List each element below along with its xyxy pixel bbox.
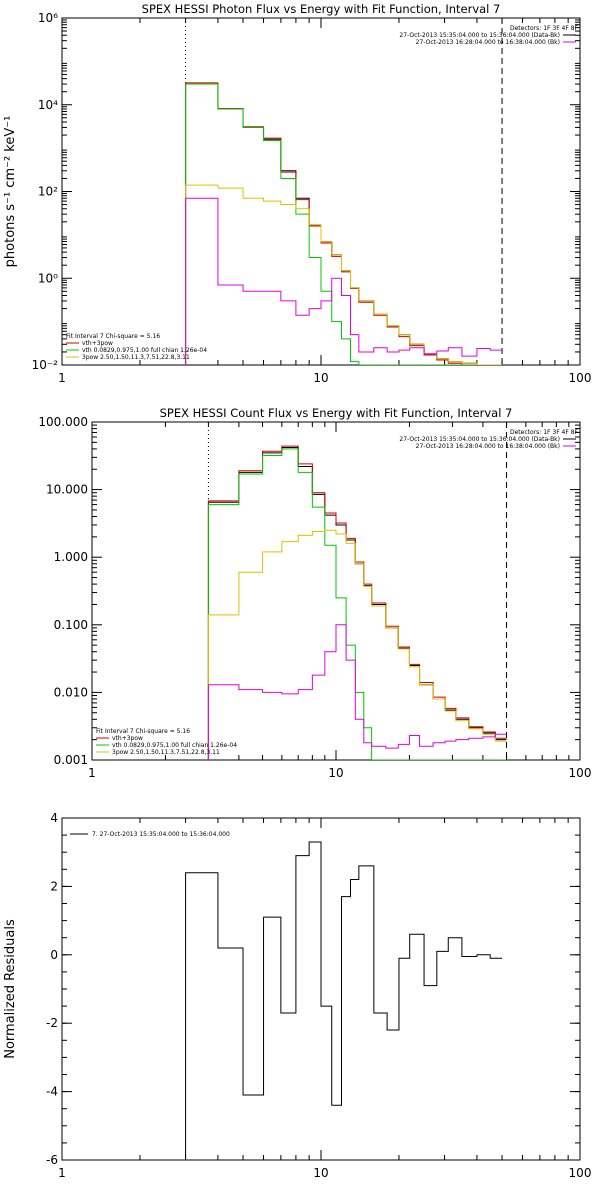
y-tick-label: 0.001 — [54, 753, 88, 767]
y-tick-label: 0 — [50, 948, 58, 962]
legend-top-right-title: Detectors: 1F 3F 4F 8F — [510, 429, 579, 436]
y-axis-label: Normalized Residuals — [3, 919, 18, 1059]
residuals-panel: Normalized Residuals 1 10 100 -6 -4 -2 0 2 4 7. 27… — [3, 811, 591, 1180]
y-tick-label: 10⁴ — [38, 98, 58, 112]
x-tick-label: 1 — [88, 766, 96, 780]
y-tick-label: -6 — [46, 1153, 58, 1167]
legend-top-right-title: Detectors: 1F 3F 4F 8F — [510, 25, 579, 32]
series-data-bk — [207, 446, 507, 760]
y-axis-label: photons s⁻¹ cm⁻² keV⁻¹ — [3, 116, 18, 268]
legend-bottom-left-entry: vth+3pow — [82, 340, 113, 347]
y-tick-label: 4 — [50, 811, 58, 825]
legend-bottom-left-entry: vth 0.0829,0.975,1.00 full chian 1.26e-0… — [112, 742, 237, 749]
series-3pow — [207, 529, 507, 760]
y-tick-label: 10⁰ — [38, 271, 58, 285]
series-vth-3pow — [185, 82, 503, 365]
series-residuals — [185, 841, 503, 1160]
series-data-bk — [185, 83, 503, 365]
series-vth-3pow — [207, 445, 507, 760]
y-tick-label: 10⁻² — [32, 358, 59, 372]
y-tick-label: 10.000 — [46, 483, 88, 497]
legend-bottom-left-title: Fit Interval 7 Chi-square = 5.16 — [66, 333, 160, 340]
y-tick-label: 10² — [38, 185, 58, 199]
x-tick-label: 100 — [569, 371, 592, 385]
x-tick-label: 100 — [569, 1166, 592, 1180]
x-tick-label: 10 — [313, 371, 328, 385]
x-tick-label: 10 — [328, 766, 343, 780]
y-tick-label: -4 — [46, 1085, 58, 1099]
legend-top-right-entry: 27-Oct-2013 15:35:04.000 to 15:36:04.000… — [399, 32, 560, 39]
legend-top-right-entry: 27-Oct-2013 16:28:04.000 to 16:38:04.000… — [416, 443, 560, 450]
legend-top-right-entry: 27-Oct-2013 15:35:04.000 to 15:36:04.000… — [399, 436, 560, 443]
count-flux-panel: SPEX HESSI Count Flux vs Energy with Fit… — [38, 406, 591, 780]
legend-top-left-entry: 7. 27-Oct-2013 15:35:04.000 to 15:36:04.… — [92, 831, 230, 838]
y-tick-label: 2 — [50, 879, 58, 893]
y-tick-label: 0.100 — [54, 618, 88, 632]
series-bk — [207, 624, 507, 760]
legend-bottom-left-title: Fit Interval 7 Chi-square = 5.16 — [96, 728, 190, 735]
series-bk — [185, 197, 503, 365]
photon-flux-panel: SPEX HESSI Photon Flux vs Energy with Fi… — [3, 2, 591, 385]
legend-bottom-left-entry: vth 0.0829,0.975,1.00 full chian 1.26e-0… — [82, 347, 207, 354]
y-tick-label: 1.000 — [54, 550, 88, 564]
series-vth — [207, 448, 507, 760]
x-tick-label: 10 — [313, 1166, 328, 1180]
legend-bottom-left-entry: vth+3pow — [112, 735, 143, 742]
series-vth — [185, 83, 503, 365]
y-tick-label: -2 — [46, 1016, 58, 1030]
chart-title: SPEX HESSI Photon Flux vs Energy with Fi… — [142, 2, 501, 16]
chart-title: SPEX HESSI Count Flux vs Energy with Fit… — [160, 406, 513, 420]
legend-bottom-left-entry: 3pow 2.50,1.50,11.3,7.51,22.8,3.11 — [82, 354, 190, 361]
y-tick-label: 100.000 — [38, 415, 88, 429]
x-tick-label: 100 — [569, 766, 592, 780]
y-tick-label: 0.010 — [54, 685, 88, 699]
x-tick-label: 1 — [58, 371, 66, 385]
legend-bottom-left-entry: 3pow 2.50,1.50,11.3,7.51,22.8,3.11 — [112, 749, 220, 756]
x-tick-label: 1 — [58, 1166, 66, 1180]
y-tick-label: 10⁶ — [38, 11, 58, 25]
series-3pow — [185, 184, 503, 365]
legend-top-right-entry: 27-Oct-2013 16:28:04.000 to 16:38:04.000… — [416, 39, 560, 46]
